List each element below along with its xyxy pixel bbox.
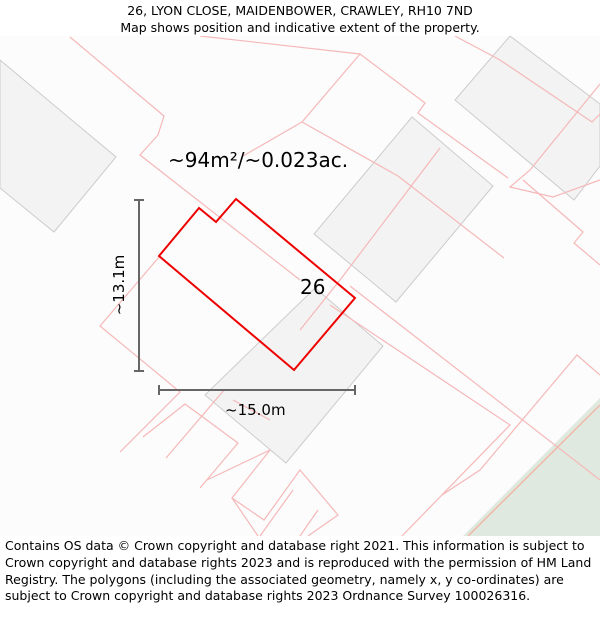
- area-label: ~94m²/~0.023ac.: [168, 148, 349, 172]
- building-upper-right: [454, 36, 600, 201]
- map-header: 26, LYON CLOSE, MAIDENBOWER, CRAWLEY, RH…: [0, 0, 600, 38]
- map-canvas: [0, 36, 600, 536]
- plot-number-label: 26: [300, 275, 326, 299]
- green-area: [463, 398, 600, 536]
- building-lower: [204, 287, 384, 464]
- property-map[interactable]: ~94m²/~0.023ac. 26 ~13.1m ~15.0m: [0, 36, 600, 536]
- boundary-lines: [69, 36, 600, 536]
- property-address: 26, LYON CLOSE, MAIDENBOWER, CRAWLEY, RH…: [127, 3, 473, 18]
- height-measure-line: [134, 199, 144, 372]
- map-subtitle: Map shows position and indicative extent…: [120, 20, 480, 35]
- height-measure-label: ~13.1m: [110, 254, 128, 316]
- building-upper-mid: [313, 116, 494, 303]
- width-measure-label: ~15.0m: [225, 401, 286, 419]
- property-boundary[interactable]: [157, 197, 357, 372]
- building-left: [0, 59, 117, 233]
- green-area-edge: [467, 404, 600, 536]
- width-measure-line: [158, 385, 356, 395]
- copyright-notice: Contains OS data © Crown copyright and d…: [5, 538, 592, 604]
- buildings: [0, 36, 600, 464]
